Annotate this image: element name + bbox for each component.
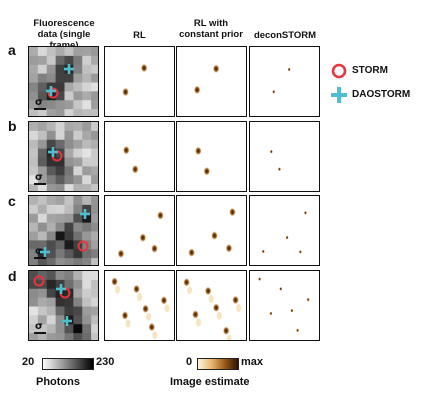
panel-b-3	[249, 121, 320, 192]
daostorm-marker-icon	[331, 87, 347, 103]
header-fluorescence-l2: data (single frame)	[37, 29, 91, 51]
panel-a-1	[104, 46, 175, 117]
row-label-b: b	[8, 118, 17, 134]
estimate-min: 0	[186, 356, 193, 368]
header-rl-cp-l1: RL with	[193, 18, 229, 29]
panel-b-2	[176, 121, 247, 192]
panel-a-0: σ	[28, 46, 99, 117]
panel-b-1	[104, 121, 175, 192]
photons-min: 20	[22, 356, 35, 368]
panel-d-1	[104, 270, 175, 341]
panel-a-3	[249, 46, 320, 117]
panel-c-0: σ	[28, 195, 99, 266]
header-deconstorm: deconSTORM	[253, 30, 317, 41]
header-rl-cp-l2: constant prior	[179, 29, 243, 40]
legend-storm: STORM	[352, 65, 388, 76]
storm-marker-icon	[331, 63, 347, 79]
panel-a-2	[176, 46, 247, 117]
row-label-d: d	[8, 268, 17, 284]
sigma-label: σ	[35, 321, 43, 332]
panel-d-0: σ	[28, 270, 99, 341]
panel-d-2	[176, 270, 247, 341]
photons-label: Photons	[36, 376, 80, 388]
estimate-max: max	[241, 356, 264, 368]
legend-daostorm: DAOSTORM	[352, 89, 411, 100]
panel-c-3	[249, 195, 320, 266]
estimate-colorbar	[197, 358, 239, 370]
panel-d-3	[249, 270, 320, 341]
photons-max: 230	[96, 356, 115, 368]
panel-b-0: σ	[28, 121, 99, 192]
sigma-label: σ	[35, 97, 43, 108]
row-label-c: c	[8, 193, 16, 209]
panel-c-2	[176, 195, 247, 266]
header-fluorescence-l1: Fluorescence	[33, 18, 95, 29]
panel-c-1	[104, 195, 175, 266]
sigma-label: σ	[35, 246, 43, 257]
row-label-a: a	[8, 42, 16, 58]
header-rl: RL	[133, 30, 146, 41]
photons-colorbar	[42, 358, 94, 370]
header-fluorescence: Fluorescence data (single frame)	[22, 18, 106, 51]
header-rl-constant-prior: RL with constant prior	[172, 18, 250, 40]
estimate-label: Image estimate	[170, 376, 250, 388]
sigma-label: σ	[35, 172, 43, 183]
